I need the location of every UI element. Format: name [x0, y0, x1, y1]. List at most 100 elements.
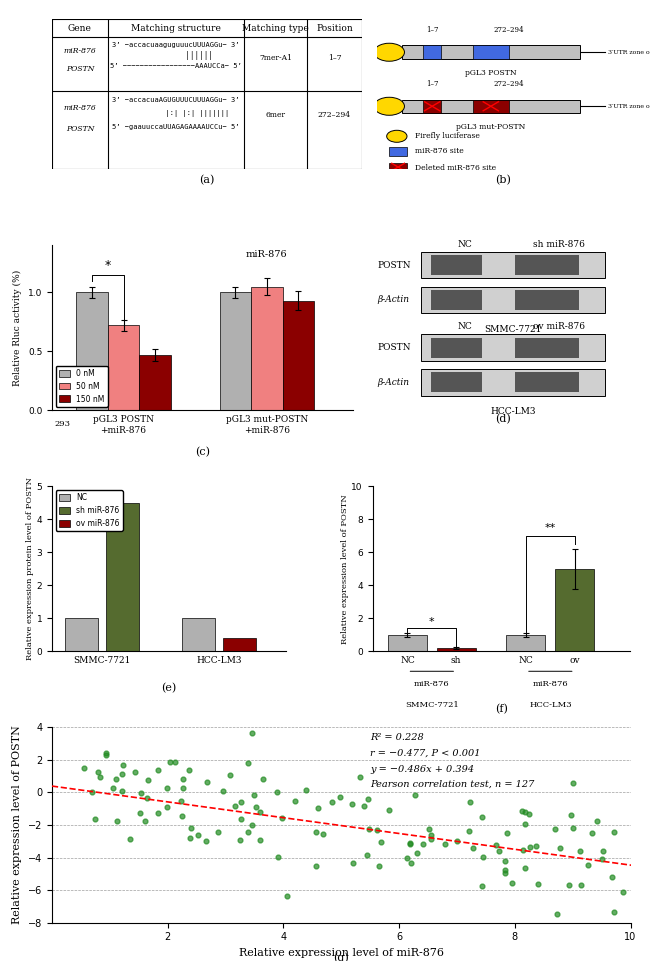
Bar: [402, 45, 580, 59]
Point: [178, 771, 188, 786]
Y-axis label: Relative expression level of POSTN: Relative expression level of POSTN: [12, 726, 22, 924]
Bar: [515, 256, 579, 275]
Text: NC: NC: [457, 322, 472, 332]
Text: Matching type: Matching type: [242, 24, 309, 33]
Text: Position: Position: [316, 24, 353, 33]
Bar: [431, 256, 482, 275]
Point: [476, 809, 487, 825]
Point: [412, 845, 423, 860]
Text: POSTN: POSTN: [66, 64, 94, 73]
Text: SMMC-7721: SMMC-7721: [405, 701, 459, 709]
Point: [347, 797, 358, 812]
Point: [355, 769, 365, 784]
Point: [531, 838, 541, 853]
Text: miR-876: miR-876: [64, 47, 96, 55]
Point: [520, 861, 530, 876]
Point: [502, 825, 512, 841]
Text: NC: NC: [457, 239, 472, 249]
Text: Pearson correlation test, n = 127: Pearson correlation test, n = 127: [370, 780, 534, 789]
Point: [93, 764, 103, 779]
Bar: [389, 147, 407, 156]
Bar: [76, 292, 108, 410]
Bar: [251, 286, 283, 410]
Point: [524, 806, 534, 822]
Text: 3’ −accacuaAGUGUUUCUUUAGGu− 3’: 3’ −accacuaAGUGUUUCUUUAGGu− 3’: [112, 97, 240, 103]
Point: [272, 784, 282, 800]
Point: [348, 855, 358, 871]
X-axis label: Relative expression level of miR-876: Relative expression level of miR-876: [239, 948, 444, 958]
Point: [406, 855, 417, 871]
Point: [405, 836, 415, 851]
Point: [202, 774, 212, 789]
Point: [218, 783, 228, 799]
Point: [404, 837, 415, 852]
Point: [500, 862, 510, 877]
Point: [183, 762, 194, 777]
Point: [250, 800, 261, 815]
Point: [465, 795, 475, 810]
Point: [361, 848, 372, 863]
Point: [372, 823, 383, 838]
Text: (d): (d): [495, 413, 511, 424]
Point: [79, 760, 89, 776]
Point: [139, 814, 150, 829]
Point: [101, 746, 112, 761]
Point: [384, 802, 395, 818]
Point: [618, 884, 629, 899]
Text: 6mer: 6mer: [265, 111, 285, 119]
Text: HCC-LM3: HCC-LM3: [490, 407, 536, 416]
Point: [318, 826, 328, 842]
Point: [95, 769, 105, 784]
Y-axis label: Relative expression level of POSTN: Relative expression level of POSTN: [341, 494, 348, 644]
Point: [124, 831, 135, 847]
Text: 1–7: 1–7: [426, 81, 439, 88]
Point: [161, 780, 172, 796]
Point: [311, 825, 321, 840]
Point: [468, 840, 478, 855]
Point: [376, 834, 387, 850]
Text: 1–7: 1–7: [328, 54, 341, 62]
Point: [255, 832, 265, 848]
Point: [410, 787, 420, 802]
Point: [313, 801, 324, 816]
Point: [112, 813, 122, 828]
Bar: [402, 100, 580, 113]
Text: 5’ −gaauuccaUUAGAGAAAAUCCu− 5’: 5’ −gaauuccaUUAGAGAAAAUCCu− 5’: [112, 124, 240, 131]
Text: y = −0.486x + 0.394: y = −0.486x + 0.394: [370, 765, 474, 774]
Bar: [431, 290, 482, 309]
Point: [608, 825, 619, 840]
Text: miR-876: miR-876: [246, 251, 287, 259]
Bar: [423, 100, 441, 113]
Circle shape: [374, 43, 404, 62]
Y-axis label: Relative Rluc activity (%): Relative Rluc activity (%): [13, 270, 22, 386]
Point: [237, 795, 247, 810]
Text: (a): (a): [200, 175, 215, 185]
Point: [587, 825, 597, 841]
Point: [273, 850, 283, 865]
Bar: [515, 373, 579, 392]
Text: Firefly luciferase: Firefly luciferase: [415, 133, 480, 140]
Text: (c): (c): [195, 447, 210, 456]
Point: [326, 794, 337, 809]
Text: miR-876: miR-876: [64, 104, 96, 111]
Point: [550, 822, 560, 837]
Text: *: *: [429, 617, 435, 627]
Point: [520, 816, 530, 831]
Point: [243, 825, 254, 840]
Text: 3′UTR zone of POSTN: 3′UTR zone of POSTN: [608, 50, 650, 55]
Text: pGL3 POSTN: pGL3 POSTN: [465, 69, 517, 77]
Point: [478, 849, 488, 864]
Point: [597, 851, 608, 867]
Point: [311, 858, 321, 874]
Bar: [555, 569, 594, 652]
Text: (e): (e): [162, 682, 177, 693]
Bar: [431, 337, 482, 357]
Text: miR-876: miR-876: [414, 679, 450, 687]
Text: 272–294: 272–294: [493, 81, 524, 88]
Point: [142, 790, 152, 805]
Point: [491, 838, 501, 853]
Text: (f): (f): [495, 704, 508, 714]
Text: SMMC-7721: SMMC-7721: [484, 325, 541, 333]
Bar: [223, 637, 256, 652]
Text: 5’ −−−−−−−−−−−−−−−−−AAAUCCa− 5’: 5’ −−−−−−−−−−−−−−−−−AAAUCCa− 5’: [111, 62, 242, 69]
